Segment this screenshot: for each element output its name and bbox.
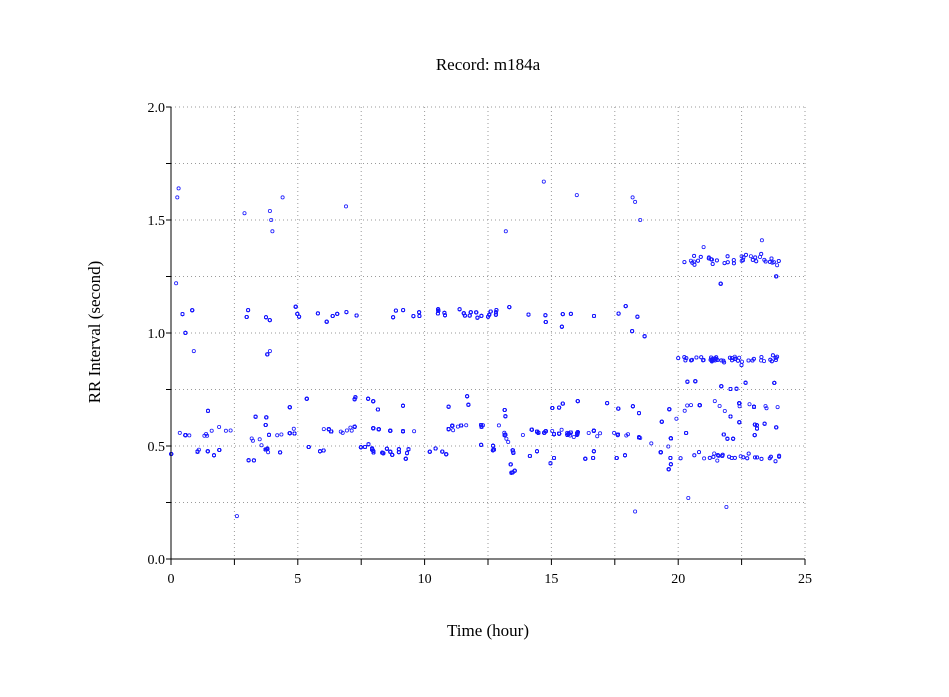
data-point [496, 423, 501, 428]
data-point [668, 436, 673, 441]
data-points [169, 179, 782, 519]
data-point [529, 427, 534, 432]
data-point [412, 429, 417, 434]
data-point [722, 408, 727, 413]
data-point [511, 450, 516, 455]
data-point [595, 434, 600, 439]
data-point [728, 414, 733, 419]
data-point [658, 450, 663, 455]
data-point [177, 430, 182, 435]
data-point [183, 433, 188, 438]
data-point [674, 416, 679, 421]
data-point [598, 431, 603, 436]
data-point [266, 450, 271, 455]
data-point [689, 403, 694, 408]
data-point [666, 444, 671, 449]
data-point [265, 446, 270, 451]
data-point [451, 428, 456, 433]
data-point [552, 432, 557, 437]
data-point [321, 427, 326, 432]
data-point [559, 427, 564, 432]
data-point [775, 405, 780, 410]
data-point [446, 427, 451, 432]
data-point [459, 423, 464, 428]
data-point [502, 430, 507, 435]
data-point [510, 448, 515, 453]
data-point [717, 403, 722, 408]
data-point [187, 433, 192, 438]
data-point [763, 404, 768, 409]
data-point [712, 399, 717, 404]
data-point [205, 433, 210, 438]
data-point [557, 431, 562, 436]
data-point [566, 431, 571, 436]
data-point [259, 443, 264, 448]
data-point [275, 433, 280, 438]
data-point [649, 441, 654, 446]
data-point [195, 449, 200, 454]
data-point [223, 428, 228, 433]
data-point [376, 427, 381, 432]
data-point [287, 431, 292, 436]
data-point [624, 433, 629, 438]
data-point [612, 430, 617, 435]
data-point [550, 428, 555, 433]
data-point [291, 426, 296, 431]
data-point [542, 430, 547, 435]
data-point [506, 439, 511, 444]
data-point [737, 401, 742, 406]
data-point [279, 432, 284, 437]
data-point [209, 428, 214, 433]
data-point [586, 430, 591, 435]
data-point [388, 428, 393, 433]
data-point [292, 431, 297, 436]
data-point [685, 403, 690, 408]
data-point [450, 423, 455, 428]
data-point [502, 433, 507, 438]
grid [171, 106, 806, 559]
data-point [682, 408, 687, 413]
data-point [615, 432, 620, 437]
data-point [504, 436, 509, 441]
data-point [464, 423, 469, 428]
data-point [591, 428, 596, 433]
data-point [455, 424, 460, 429]
data-point [329, 429, 334, 434]
data-point [479, 422, 484, 427]
data-point [228, 428, 233, 433]
data-point [257, 437, 262, 442]
data-point [400, 429, 405, 434]
data-point [520, 432, 525, 437]
data-point [348, 425, 353, 430]
data-point [344, 428, 349, 433]
data-point [479, 424, 484, 429]
data-point [747, 402, 752, 407]
data-point [249, 436, 254, 441]
data-point [752, 404, 757, 409]
data-point [764, 406, 769, 411]
data-point [217, 424, 222, 429]
data-point [697, 403, 702, 408]
data-point [571, 434, 576, 439]
data-point [340, 430, 345, 435]
data-point [371, 426, 376, 431]
data-point [326, 427, 331, 432]
data-point [536, 430, 541, 435]
data-point [637, 435, 642, 440]
data-point [352, 424, 357, 429]
data-point [575, 431, 580, 436]
